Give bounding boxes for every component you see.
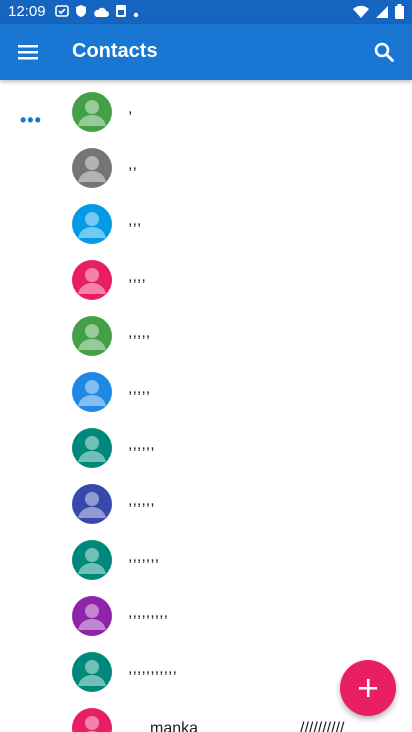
shield-icon — [75, 4, 87, 23]
hamburger-menu-icon[interactable] — [14, 38, 42, 66]
avatar — [72, 372, 112, 412]
list-item[interactable]: ,, — [0, 142, 412, 198]
list-item[interactable]: ,,,,, — [0, 310, 412, 366]
contact-name: , — [128, 100, 133, 117]
avatar-background — [72, 540, 112, 580]
avatar-background — [72, 652, 112, 692]
page-title: Contacts — [72, 40, 158, 62]
contact-list: ••• , ,, ,,, ,,,, ,,,,, ,,,,, ,,,,,, ,,,… — [0, 80, 412, 732]
contact-name: ,,, — [128, 212, 142, 229]
app-notification-icon — [55, 4, 69, 23]
contact-name: ,,,,,,,,, — [128, 604, 169, 621]
avatar — [72, 652, 112, 692]
list-item[interactable]: ,,,,,,,,, — [0, 590, 412, 646]
notification-icons — [55, 4, 139, 23]
more-dots-icon[interactable]: ••• — [20, 110, 42, 130]
wifi-icon — [353, 5, 369, 24]
list-item[interactable]: ,,,,,, — [0, 478, 412, 534]
list-item[interactable]: ,,,, — [0, 254, 412, 310]
search-icon[interactable] — [370, 38, 398, 66]
avatar — [72, 260, 112, 300]
list-item[interactable]: ,,,,, — [0, 366, 412, 422]
contact-name: ,,,,,, — [128, 436, 155, 453]
system-icons — [353, 4, 404, 24]
dot-icon — [133, 5, 139, 23]
avatar — [72, 92, 112, 132]
list-item[interactable]: ,,,,,,,,,,, — [0, 646, 412, 702]
contact-name: ,,,,, — [128, 380, 151, 397]
avatar — [72, 596, 112, 636]
list-item[interactable]: ,,,,,,, — [0, 534, 412, 590]
contact-name: ,, — [128, 156, 137, 173]
list-item[interactable]: ,,,,,, — [0, 422, 412, 478]
status-bar: 12:09 — [0, 0, 412, 24]
contact-name: ,,,,,,, — [128, 548, 160, 565]
list-item[interactable]: manka ////////// — [0, 702, 412, 732]
avatar-background — [72, 204, 112, 244]
contact-name: ,,,,,, — [128, 492, 155, 509]
avatar — [72, 708, 112, 732]
plus-icon — [340, 679, 396, 720]
avatar-background — [72, 148, 112, 188]
avatar — [72, 428, 112, 468]
status-time: 12:09 — [8, 3, 46, 20]
contact-trailing-text: ////////// — [300, 720, 345, 732]
signal-icon — [375, 5, 389, 24]
sim-card-icon — [115, 4, 127, 23]
avatar — [72, 316, 112, 356]
list-item[interactable]: , — [0, 86, 412, 142]
avatar-background — [72, 260, 112, 300]
avatar-background — [72, 316, 112, 356]
avatar — [72, 204, 112, 244]
cloud-icon — [93, 5, 109, 23]
avatar-background — [72, 92, 112, 132]
app-bar: Contacts — [0, 24, 412, 80]
contact-name: ,,,, — [128, 268, 146, 285]
avatar-background — [72, 428, 112, 468]
battery-icon — [395, 4, 404, 24]
avatar — [72, 540, 112, 580]
avatar-background — [72, 484, 112, 524]
avatar-background — [72, 596, 112, 636]
add-contact-button[interactable] — [340, 660, 396, 716]
contact-name: ,,,,,,,,,,, — [128, 660, 177, 677]
avatar — [72, 148, 112, 188]
contact-name: manka — [150, 720, 199, 732]
avatar — [72, 484, 112, 524]
list-item[interactable]: ,,, — [0, 198, 412, 254]
contact-name: ,,,,, — [128, 324, 151, 341]
avatar-background — [72, 372, 112, 412]
